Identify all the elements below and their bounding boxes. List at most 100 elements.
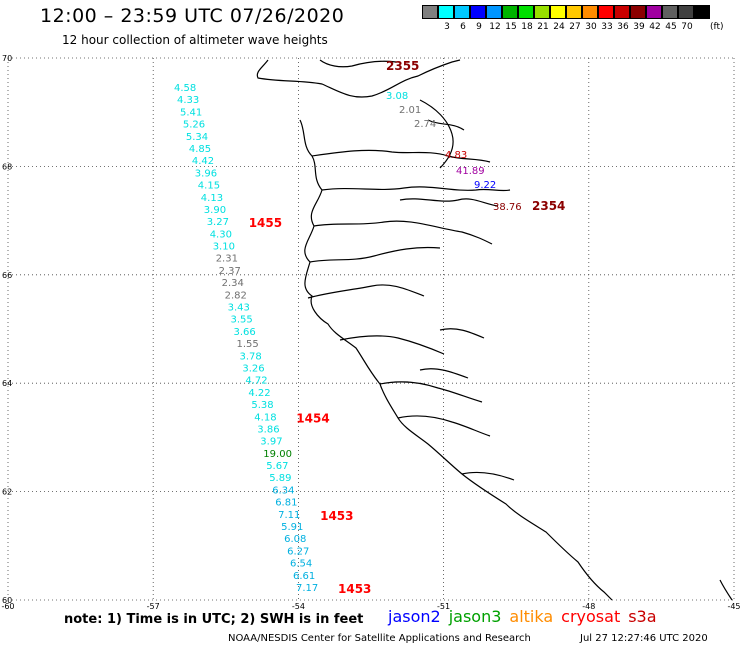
track-label: 9.22 — [474, 180, 496, 191]
coast-segment — [313, 220, 493, 245]
scale-swatch — [422, 5, 438, 19]
wave-height-label: 6.08 — [284, 534, 306, 545]
coast-segment — [461, 471, 515, 481]
time-label: 1453 — [338, 582, 371, 596]
legend-item: jason2 — [388, 607, 441, 626]
lon-tick-label: -54 — [292, 602, 305, 610]
legend-item: s3a — [628, 607, 657, 626]
lat-tick-label: 66 — [2, 271, 12, 280]
time-label: 1455 — [249, 216, 282, 230]
coast-segment — [321, 186, 511, 192]
track-label: 3.08 — [386, 91, 408, 102]
scale-swatch — [694, 5, 710, 19]
scale-swatch — [470, 5, 486, 19]
wave-height-label: 5.67 — [266, 461, 288, 472]
lat-tick-label: 60 — [2, 596, 12, 605]
coast-segment — [311, 149, 491, 163]
wave-height-label: 3.27 — [207, 217, 229, 228]
scale-label: 36 — [617, 22, 629, 32]
credit-line: NOAA/NESDIS Center for Satellite Applica… — [228, 633, 531, 644]
wave-height-label: 3.78 — [240, 351, 262, 362]
wave-height-label: 6.61 — [293, 571, 315, 582]
time-label: 1453 — [320, 509, 353, 523]
wave-height-label: 6.81 — [275, 498, 297, 509]
coast-segment — [307, 284, 425, 299]
lon-tick-label: -51 — [437, 602, 450, 610]
scale-label: 21 — [537, 22, 549, 32]
track-label: 2.01 — [399, 105, 421, 116]
track-label: 38.76 — [493, 202, 522, 213]
coast-segment — [299, 119, 613, 601]
wave-height-label: 4.18 — [254, 412, 276, 423]
wave-height-label: 4.13 — [201, 193, 223, 204]
track-west: 4.584.335.41 5.265.344.854.423.96 4.154.13… — [174, 83, 371, 596]
wave-height-label: 6.34 — [272, 485, 294, 496]
coast-segment — [419, 99, 454, 169]
wave-height-label: 4.30 — [210, 229, 232, 240]
track-label: 2.74 — [414, 119, 436, 130]
scale-label: 15 — [505, 22, 517, 32]
scale-swatch — [646, 5, 662, 19]
scale-swatch — [486, 5, 502, 19]
wave-height-label: 5.38 — [251, 400, 273, 411]
page-subtitle: 12 hour collection of altimeter wave hei… — [62, 33, 328, 47]
scale-swatch — [534, 5, 550, 19]
wave-height-label: 19.00 — [263, 449, 292, 460]
wave-height-label: 4.15 — [198, 181, 220, 192]
map-grid — [7, 57, 735, 601]
wave-height-label: 2.37 — [219, 266, 241, 277]
wave-height-label: 3.96 — [195, 168, 217, 179]
wave-height-label: 4.58 — [174, 83, 196, 94]
wave-height-label: 3.97 — [260, 437, 282, 448]
wave-height-label: 5.41 — [180, 107, 202, 118]
coast-segment — [439, 328, 485, 339]
scale-swatch — [438, 5, 454, 19]
coast-segment — [379, 381, 483, 403]
wave-height-label: 2.31 — [216, 254, 238, 265]
lon-tick-label: -60 — [1, 602, 14, 610]
wave-height-label: 3.66 — [234, 327, 256, 338]
scale-label: 27 — [569, 22, 581, 32]
wave-height-label: 2.82 — [225, 290, 247, 301]
coast-segment — [427, 119, 465, 131]
lon-tick-label: -45 — [727, 602, 740, 610]
track-label: 2355 — [386, 59, 419, 73]
coast-segment — [309, 246, 441, 263]
scale-swatch — [598, 5, 614, 19]
scale-swatch — [662, 5, 678, 19]
scale-label: 42 — [649, 22, 661, 32]
wave-height-label: 3.90 — [204, 205, 226, 216]
scale-label: 39 — [633, 22, 645, 32]
scale-label: 9 — [476, 22, 482, 32]
lat-tick-label: 70 — [2, 54, 12, 63]
scale-swatch — [518, 5, 534, 19]
scale-label: 6 — [460, 22, 466, 32]
scale-swatch — [550, 5, 566, 19]
track-east: 2355 3.08 2.01 2.74 4.83 41.89 9.22 38.76 2354 — [386, 59, 565, 213]
coast-segment — [256, 59, 461, 98]
scale-swatch — [582, 5, 598, 19]
wave-height-label: 4.85 — [189, 144, 211, 155]
wave-height-label: 5.26 — [183, 120, 205, 131]
wave-height-label: 1.55 — [237, 339, 259, 350]
wave-height-label: 3.55 — [231, 315, 253, 326]
coastline — [256, 59, 733, 601]
wave-height-label: 7.11 — [278, 510, 300, 521]
coast-segment — [399, 198, 499, 207]
timestamp: Jul 27 12:27:46 UTC 2020 — [580, 633, 708, 644]
scale-label: 70 — [681, 22, 693, 32]
page-title: 12:00 – 23:59 UTC 07/26/2020 — [40, 5, 345, 27]
coast-segment — [339, 335, 445, 355]
track-label: 41.89 — [456, 166, 485, 177]
wave-height-label: 6.54 — [290, 559, 312, 570]
legend-item: altika — [509, 607, 554, 626]
wave-height-label: 5.34 — [186, 132, 208, 143]
scale-swatch — [630, 5, 646, 19]
scale-label: 33 — [601, 22, 613, 32]
track-label: 2354 — [532, 199, 565, 213]
scale-unit: (ft) — [710, 22, 724, 32]
footer-note: note: 1) Time is in UTC; 2) SWH is in fe… — [64, 612, 364, 627]
lon-tick-label: -57 — [147, 602, 160, 610]
coast-segment — [397, 415, 491, 437]
scale-label: 3 — [444, 22, 450, 32]
